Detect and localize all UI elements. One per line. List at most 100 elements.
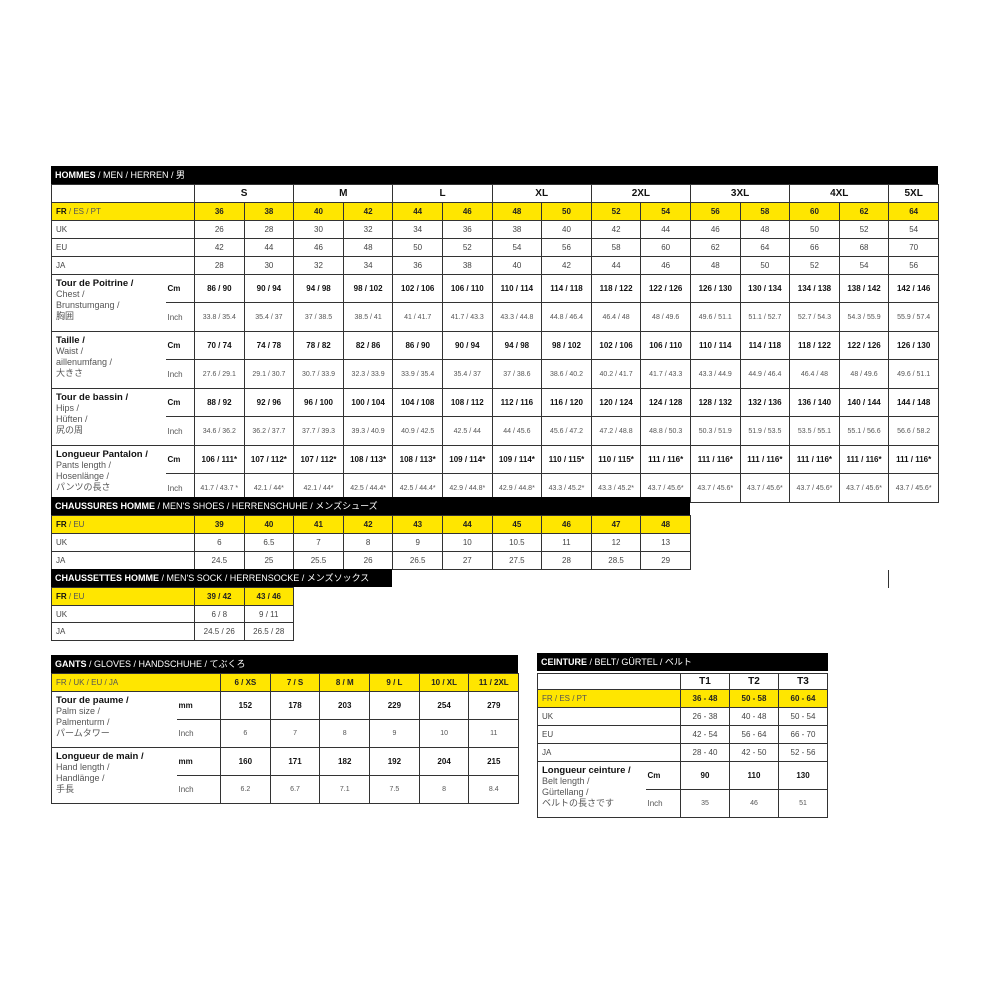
fr-label-rest: FR / UK / EU / JA [56,678,119,687]
measure-cm-cell: 182 [319,747,371,776]
measure-cm-cell: 86 / 90 [194,274,245,303]
measure-label: Tour de Poitrine / Chest / Brunstumgang / 胸… [51,274,166,332]
socks-fr-label: FR / EU [51,587,195,606]
size-uk-cell: 50 [789,220,840,239]
size-group-l: L [392,184,493,203]
unit-cm: Cm [165,331,195,360]
table-row: JA 28 - 40 42 - 50 52 - 56 [537,743,828,762]
size-eu-cell: 50 [392,238,443,257]
size-ja-cell: 48 [689,256,741,275]
table-row: EU 42 44 46 48 50 52 54 56 58 60 62 64 66 68 70 [51,238,939,257]
size-group-xl: XL [491,184,592,203]
measure-inch-cell: 51.9 / 53.5 [739,416,791,446]
unit-inch: Inch [176,775,222,804]
measure-inch-cell: 43.7 / 45.6* [789,473,840,503]
measure-cm-cell: 118 / 122 [590,274,642,303]
measure-cm-cell: 126 / 130 [689,274,741,303]
measure-inch-cell: 6.2 [220,775,271,804]
shoes-section-title: CHAUSSURES HOMME / MEN'S SHOES / HERRENS… [51,497,690,515]
measure-cm-cell: 112 / 116 [491,388,543,417]
size-ja-cell: 50 [739,256,791,275]
size-uk-cell: 6 / 8 [194,605,245,623]
size-uk-cell: 38 [491,220,543,239]
measure-translation: パンツの長さ [56,482,111,492]
size-fr-cell: 62 [838,202,890,221]
measure-inch-cell: 48 / 49.6 [838,359,890,389]
measure-cm-cell: 132 / 136 [739,388,791,417]
measure-title: Longueur ceinture / [542,765,631,776]
measure-translation: 手長 [56,784,75,794]
table-row: JA 24.5 / 26 26.5 / 28 [51,622,294,641]
measure-cm-cell: 126 / 130 [888,331,939,360]
measure-cm-cell: 110 / 115* [541,445,592,474]
measure-cm-cell: 192 [369,747,420,776]
divider-mark [888,570,889,588]
measure-cm-cell: 106 / 110 [441,274,493,303]
measure-inch-cell: 44.9 / 46.4 [739,359,791,389]
size-fr-cell: 45 [491,515,543,534]
measure-cm-cell: 122 / 126 [838,331,890,360]
measure-inch-cell: 7.1 [319,775,371,804]
measure-cm-cell: 109 / 114* [491,445,543,474]
measure-cm-cell: 130 [778,761,828,790]
size-fr-cell: 58 [739,202,791,221]
measure-translation: Hosenlänge / [56,471,110,481]
measure-label: Taille / Waist / aillenumfang / 大きさ [51,331,166,389]
size-eu-cell: 68 [838,238,890,257]
measure-inch-cell: 41 / 41.7 [392,302,443,332]
gloves-title-bold: GANTS [55,659,87,669]
measure-inch-cell: 37.7 / 39.3 [293,416,344,446]
measure-cm-cell: 111 / 116* [838,445,890,474]
unit-inch: Inch [165,302,195,332]
table-row: Longueur de main / Hand length / Handlänge… [51,747,520,804]
size-ja-cell: 54 [838,256,890,275]
measure-cm-cell: 114 / 118 [739,331,791,360]
measure-cm-cell: 108 / 113* [342,445,394,474]
measure-inch-cell: 46 [729,789,779,818]
measure-inch-cell: 33.9 / 35.4 [392,359,443,389]
size-ja-cell: 24.5 / 26 [194,622,245,641]
measure-inch-cell: 51 [778,789,828,818]
measure-title: Taille / [56,335,85,346]
measure-inch-cell: 49.6 / 51.1 [689,302,741,332]
measure-inch-cell: 50.3 / 51.9 [689,416,741,446]
measure-cm-cell: 136 / 140 [789,388,840,417]
measure-inch-cell: 44 / 45.6 [491,416,543,446]
size-group-t3: T3 [778,673,828,690]
measure-cm-cell: 110 / 115* [590,445,642,474]
size-fr-cell: 47 [590,515,642,534]
size-fr-cell: 10 / XL [418,673,470,692]
size-eu-cell: 44 [243,238,295,257]
unit-cm: Cm [645,761,681,790]
size-group-corner [537,673,681,690]
size-fr-cell: 50 [541,202,592,221]
size-ja-cell: 28.5 [590,551,642,570]
measure-cm-cell: 204 [418,747,470,776]
measure-translation: Palm size / [56,706,101,716]
size-ja-cell: 56 [888,256,939,275]
belt-eu-label: EU [537,725,681,744]
size-eu-cell: 56 [541,238,592,257]
table-row: UK 26 - 38 40 - 48 50 - 54 [537,707,828,726]
men-ja-label: JA [51,256,195,275]
measure-inch-cell: 36.2 / 37.7 [243,416,295,446]
size-ja-cell: 25.5 [293,551,344,570]
measure-translation: Hand length / [56,762,110,772]
measure-title: Longueur Pantalon / [56,449,148,460]
size-ja-cell: 24.5 [194,551,245,570]
measure-cm-cell: 111 / 116* [789,445,840,474]
size-uk-cell: 6 [194,533,245,552]
size-fr-cell: 48 [491,202,543,221]
measure-inch-cell: 43.7 / 45.6* [739,473,791,503]
size-eu-cell: 56 - 64 [729,725,779,744]
measure-inch-cell: 6.7 [269,775,321,804]
measure-inch-cell: 43.7 / 45.6* [838,473,890,503]
measure-inch-cell: 8 [319,719,371,748]
size-fr-cell: 46 [441,202,493,221]
measure-inch-cell: 32.3 / 33.9 [342,359,394,389]
measure-inch-cell: 35.4 / 37 [441,359,493,389]
unit-cm: Cm [165,274,195,303]
fr-label-bold: FR [56,520,67,529]
socks-ja-label: JA [51,622,195,641]
size-uk-cell: 50 - 54 [778,707,828,726]
